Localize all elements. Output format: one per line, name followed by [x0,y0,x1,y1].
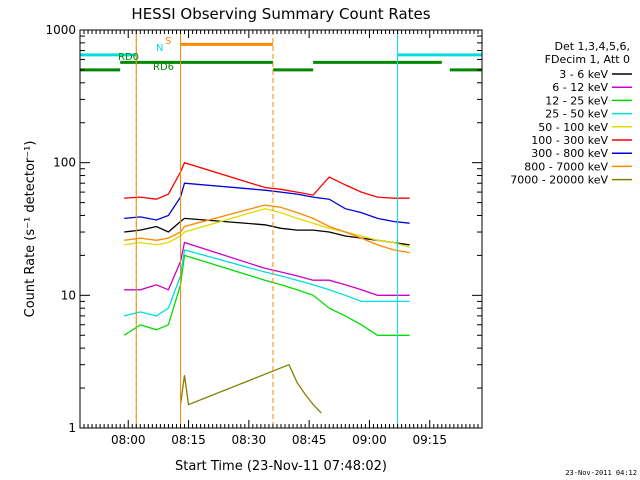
series-line-7 [124,204,410,254]
y-tick-label: 1000 [45,23,76,37]
series-line-2 [123,254,410,336]
legend-label: 7000 - 20000 keV [510,174,608,187]
series-line-8 [179,363,322,414]
timestamp: 23-Nov-2011 04:12 [565,469,637,477]
series-line-4 [124,208,410,248]
x-tick-label: 09:00 [352,433,387,447]
series-line-1 [124,241,410,296]
legend-label: 800 - 7000 keV [524,160,608,173]
x-tick-label: 08:45 [292,433,327,447]
legend-label: 12 - 25 keV [545,94,608,107]
legend-header-line-1: Det 1,3,4,5,6, [554,40,630,53]
series-line-6 [124,182,410,224]
chart-title: HESSI Observing Summary Count Rates [131,5,430,23]
series-line-5 [124,161,410,200]
y-tick-label: 100 [53,156,76,170]
series-line-3 [124,249,410,317]
x-tick-label: 08:15 [171,433,206,447]
y-tick-label: 10 [61,288,76,302]
y-axis-label: Count Rate (s⁻¹ detector⁻¹) [23,141,38,318]
x-tick-label: 09:15 [412,433,447,447]
annotation-s: S [165,36,171,47]
y-tick-label: 1 [68,421,76,435]
x-axis-label: Start Time (23-Nov-11 07:48:02) [175,459,387,474]
legend-label: 25 - 50 keV [545,108,608,121]
legend-label: 300 - 800 keV [531,147,608,160]
x-tick-label: 08:30 [232,433,267,447]
legend-label: 3 - 6 keV [559,68,608,81]
legend-label: 6 - 12 keV [552,81,608,94]
annotation-rd0: RD0 [118,52,139,63]
legend-label: 50 - 100 keV [538,121,608,134]
legend-label: 100 - 300 keV [531,134,608,147]
legend-header-line-2: FDecim 1, Att 0 [545,53,630,66]
x-tick-label: 08:00 [111,433,146,447]
annotation-rd6: RD6 [153,62,174,73]
annotation-n: N [156,43,163,54]
series-line-0 [124,217,410,246]
